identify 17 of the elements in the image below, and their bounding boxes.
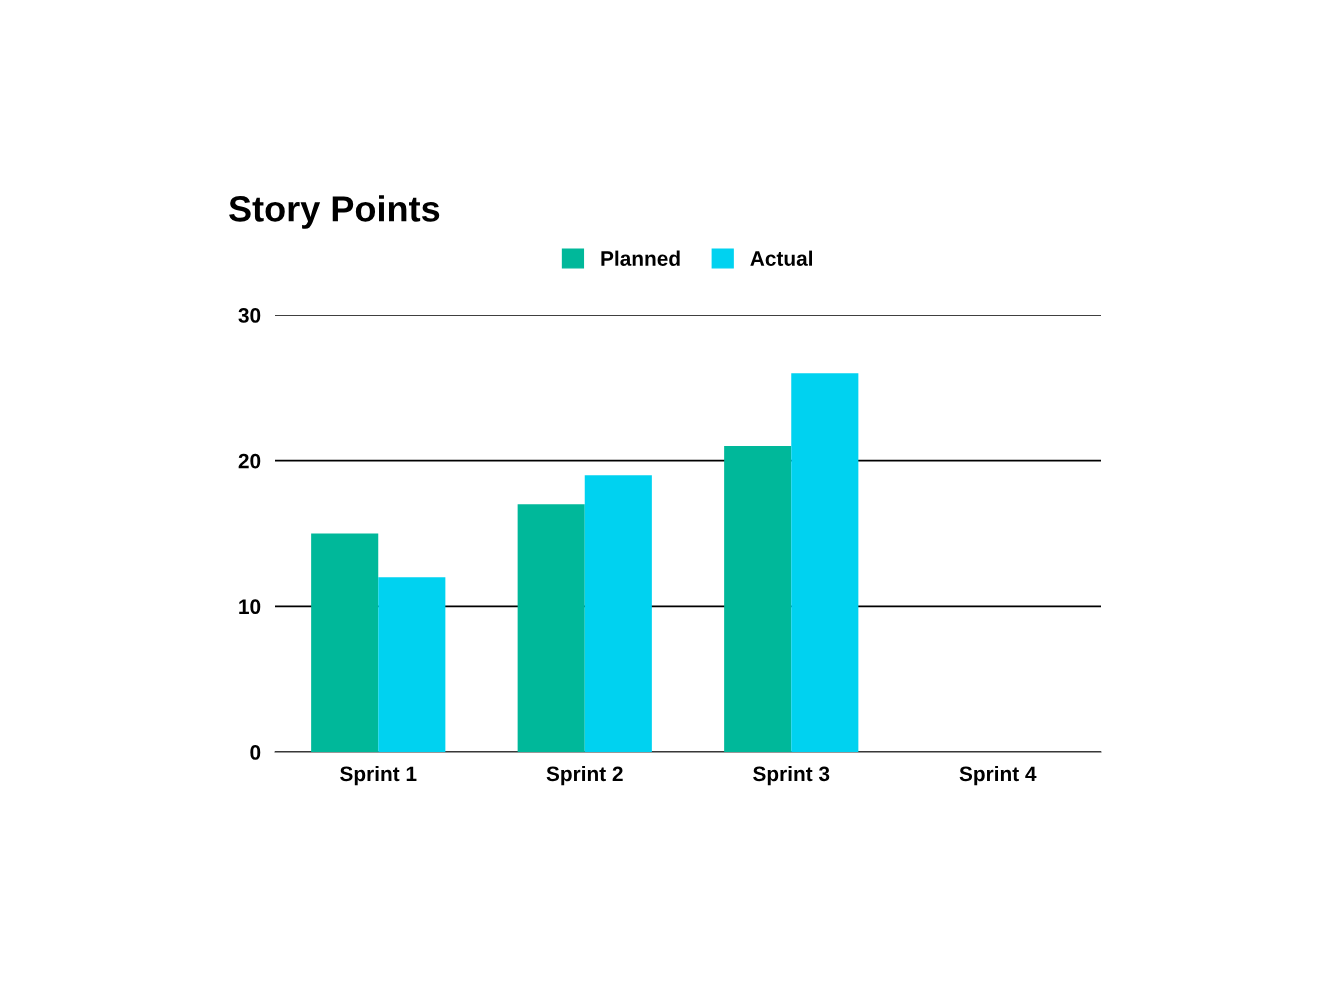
bar — [378, 577, 446, 752]
bar — [791, 373, 859, 752]
chart-title: Story Points — [229, 195, 440, 229]
legend-label: Planned — [601, 250, 680, 266]
x-tick-label: Sprint 2 — [546, 765, 623, 786]
y-tick-label: 0 — [250, 745, 261, 760]
x-tick-label: Sprint 1 — [340, 765, 417, 786]
bar — [584, 475, 652, 752]
y-tick-label: 10 — [239, 599, 261, 615]
bar — [517, 504, 585, 752]
x-tick-label: Sprint 3 — [753, 765, 830, 786]
y-tick-label: 30 — [238, 308, 261, 323]
bar — [724, 446, 792, 752]
y-tick-label: 20 — [238, 453, 261, 469]
x-tick-label: Sprint 4 — [959, 765, 1037, 786]
bar — [311, 533, 379, 752]
legend-label: Actual — [750, 250, 812, 266]
